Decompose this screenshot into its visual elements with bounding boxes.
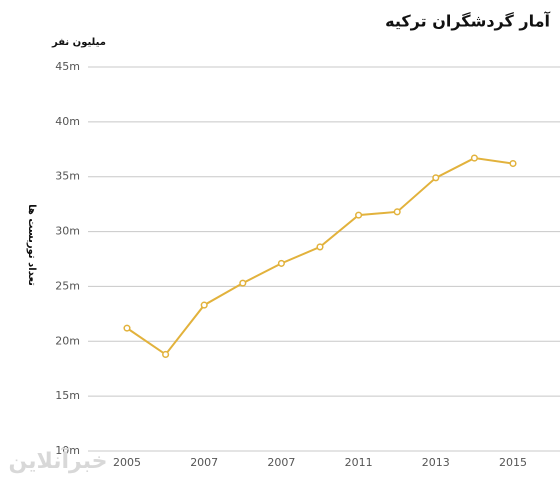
data-point: [123, 324, 131, 332]
logo: خبرآنلاین: [8, 446, 107, 474]
data-point: [432, 174, 440, 182]
data-point: [200, 301, 208, 309]
y-tick-label: 25m: [55, 279, 80, 292]
data-point: [316, 243, 324, 251]
data-point: [277, 259, 285, 267]
x-tick-label: 2007: [267, 456, 295, 469]
y-tick-label: 10m: [55, 444, 80, 457]
y-tick-label: 35m: [55, 170, 80, 183]
data-point: [509, 159, 517, 168]
x-tick-label: 2013: [422, 456, 450, 469]
x-tick-label: 2011: [345, 456, 373, 469]
y-tick-label: 30m: [55, 225, 80, 238]
data-point: [355, 211, 363, 219]
data-point: [162, 350, 170, 359]
y-tick-label: 40m: [55, 115, 80, 128]
data-line: [126, 157, 514, 356]
chart-title: آمار گردشگران ترکیه: [385, 11, 550, 31]
data-point: [470, 154, 478, 162]
y-tick-label: 20m: [55, 334, 80, 347]
data-point: [393, 208, 401, 216]
y-axis-title: تعداد توریست ها: [26, 204, 37, 286]
y-tick-label: 45m: [55, 60, 80, 73]
data-point: [239, 279, 247, 287]
y-tick-label: 15m: [55, 389, 80, 402]
x-tick-label: 2005: [113, 456, 141, 469]
unit-label: میلیون نفر: [51, 37, 106, 48]
x-tick-label: 2007: [190, 456, 218, 469]
x-tick-label: 2015: [499, 456, 527, 469]
